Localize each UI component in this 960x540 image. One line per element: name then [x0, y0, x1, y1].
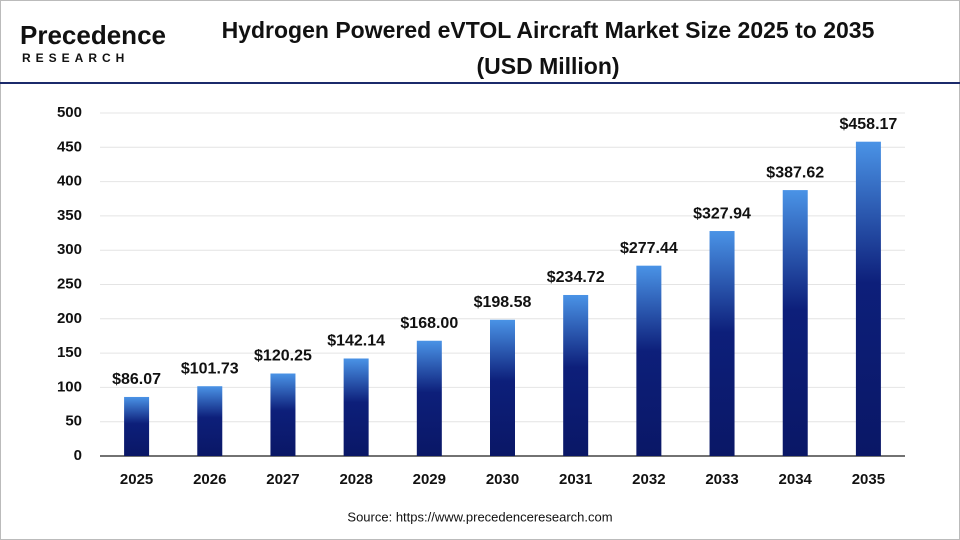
value-label: $387.62: [766, 164, 824, 181]
y-tick-label: 100: [57, 378, 82, 395]
x-tick-label: 2029: [413, 471, 446, 488]
x-tick-label: 2032: [632, 471, 665, 488]
chart-title: Hydrogen Powered eVTOL Aircraft Market S…: [222, 17, 875, 43]
value-label: $327.94: [693, 205, 751, 222]
value-label: $142.14: [327, 333, 385, 350]
chart-subtitle: (USD Million): [476, 53, 619, 79]
value-label: $101.73: [181, 360, 239, 377]
value-label: $86.07: [112, 371, 161, 388]
value-label: $234.72: [547, 269, 605, 286]
x-tick-label: 2027: [266, 471, 299, 488]
y-tick-label: 350: [57, 207, 82, 224]
brand-tagline: RESEARCH: [22, 51, 129, 65]
y-tick-label: 250: [57, 275, 82, 292]
x-tick-label: 2026: [193, 471, 226, 488]
bar: [124, 396, 150, 456]
x-tick-label: 2034: [779, 471, 813, 488]
bar: [197, 386, 223, 456]
x-tick-label: 2030: [486, 471, 519, 488]
x-tick-label: 2033: [705, 471, 738, 488]
bar: [855, 141, 881, 456]
y-tick-label: 500: [57, 104, 82, 121]
bar: [636, 265, 662, 456]
bar: [270, 373, 296, 456]
x-tick-label: 2035: [852, 471, 885, 488]
y-tick-label: 400: [57, 173, 82, 190]
bar: [782, 190, 808, 456]
value-label: $168.00: [400, 315, 458, 332]
bar: [343, 358, 369, 456]
source: Source: https://www.precedenceresearch.c…: [347, 509, 612, 524]
value-label: $120.25: [254, 348, 312, 365]
value-label: $198.58: [474, 294, 532, 311]
brand: Precedence: [20, 20, 166, 50]
value-label: $458.17: [839, 116, 897, 133]
bar: [563, 294, 589, 456]
y-tick-label: 0: [74, 447, 82, 464]
x-tick-label: 2028: [339, 471, 372, 488]
y-tick-label: 200: [57, 310, 82, 327]
y-tick-label: 450: [57, 138, 82, 155]
x-tick-label: 2031: [559, 471, 592, 488]
bar: [709, 231, 735, 456]
y-tick-label: 300: [57, 241, 82, 258]
y-tick-label: 150: [57, 344, 82, 361]
x-tick-label: 2025: [120, 471, 153, 488]
value-label: $277.44: [620, 240, 678, 257]
bar: [490, 319, 515, 456]
bar: [416, 340, 442, 456]
y-tick-label: 50: [65, 413, 82, 430]
